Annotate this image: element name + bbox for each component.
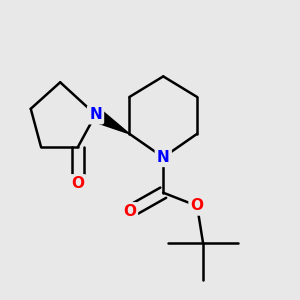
- Polygon shape: [92, 108, 129, 134]
- Text: O: O: [123, 204, 136, 219]
- Text: O: O: [71, 176, 84, 191]
- Text: N: N: [157, 150, 169, 165]
- Text: N: N: [89, 107, 102, 122]
- Text: O: O: [190, 198, 204, 213]
